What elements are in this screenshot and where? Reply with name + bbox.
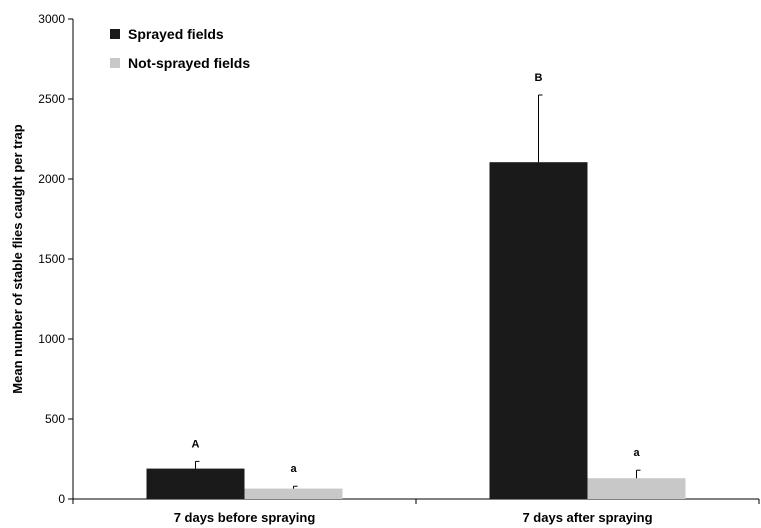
legend: Sprayed fields Not-sprayed fields [110, 26, 250, 71]
x-category-label: 7 days after spraying [522, 510, 652, 525]
significance-label: a [633, 447, 640, 459]
legend-label: Sprayed fields [128, 26, 224, 42]
y-axis-title: Mean number of stable flies caught per t… [10, 124, 25, 393]
bars: Aa Ba [147, 72, 686, 499]
bar [147, 469, 245, 499]
legend-swatch [110, 58, 120, 68]
y-tick-label: 1000 [38, 332, 65, 346]
y-tick-label: 3000 [38, 12, 65, 26]
y-tick-label: 1500 [38, 252, 65, 266]
y-axis: 0 500 1000 1500 2000 2500 3000 [38, 12, 73, 506]
legend-label: Not-sprayed fields [128, 55, 250, 71]
y-tick-label: 0 [58, 492, 65, 506]
y-tick-label: 2000 [38, 172, 65, 186]
legend-swatch [110, 29, 120, 39]
x-category-label: 7 days before spraying [174, 510, 316, 525]
bar [588, 478, 686, 499]
y-tick-label: 2500 [38, 92, 65, 106]
bar [490, 162, 588, 499]
significance-label: A [192, 438, 200, 450]
y-tick-label: 500 [45, 412, 65, 426]
x-axis: 7 days before spraying 7 days after spray… [73, 499, 759, 525]
significance-label: B [535, 72, 543, 84]
bar [245, 489, 343, 499]
significance-label: a [290, 463, 297, 475]
